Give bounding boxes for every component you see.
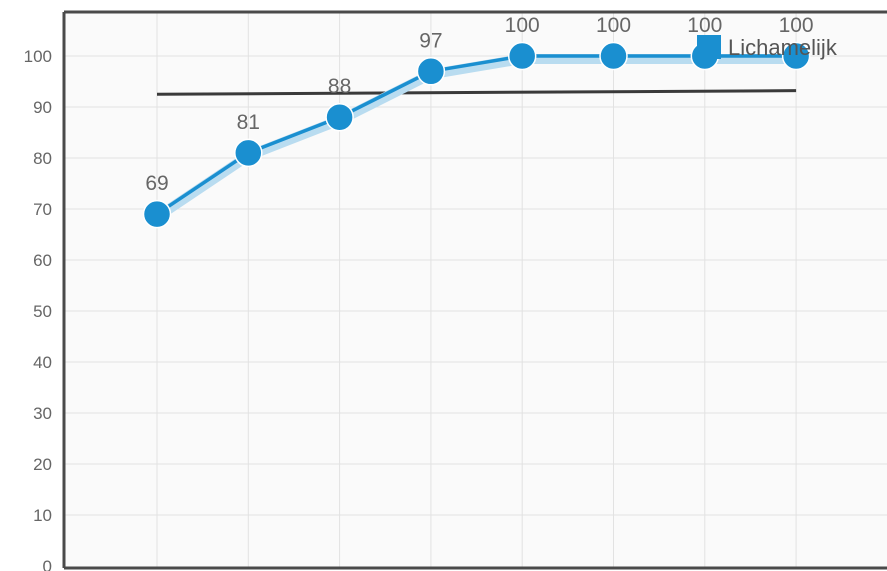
legend[interactable]: Lichamelijk [697, 35, 838, 60]
y-axis-ticks: 0 10 20 30 40 50 60 70 80 90 100 [24, 47, 52, 571]
data-point [781, 41, 811, 71]
y-tick-label: 0 [43, 557, 52, 571]
y-tick-label: 50 [33, 302, 52, 321]
data-label: 100 [596, 14, 631, 37]
chart-grid [64, 12, 887, 568]
y-tick-label: 70 [33, 200, 52, 219]
data-label: 100 [505, 14, 540, 37]
data-labels: 69 81 88 97 100 100 100 100 [145, 14, 813, 195]
data-point [416, 57, 446, 86]
data-point [325, 102, 354, 132]
data-label: 97 [419, 29, 442, 52]
series-line-shadow [154, 54, 797, 222]
y-tick-label: 60 [33, 251, 52, 270]
data-label: 100 [687, 14, 722, 37]
data-label: 100 [779, 14, 814, 37]
data-point [599, 41, 628, 71]
y-tick-label: 20 [33, 455, 52, 474]
plot-frame [62, 10, 887, 570]
y-tick-label: 80 [33, 149, 52, 168]
y-tick-label: 10 [33, 506, 52, 525]
y-tick-label: 100 [24, 47, 52, 66]
data-point [234, 138, 263, 168]
data-label: 81 [237, 111, 260, 134]
y-tick-label: 40 [33, 353, 52, 372]
y-tick-label: 30 [33, 404, 52, 423]
series-line-lichamelijk [156, 54, 797, 216]
data-label: 88 [328, 75, 351, 98]
trend-line [156, 89, 797, 96]
legend-label: Lichamelijk [728, 35, 838, 60]
legend-swatch [697, 35, 721, 59]
data-points [142, 41, 811, 229]
data-label: 69 [145, 172, 168, 195]
plot-background [64, 12, 887, 568]
data-point [507, 41, 537, 71]
data-point [142, 199, 172, 229]
y-tick-label: 90 [33, 98, 52, 117]
